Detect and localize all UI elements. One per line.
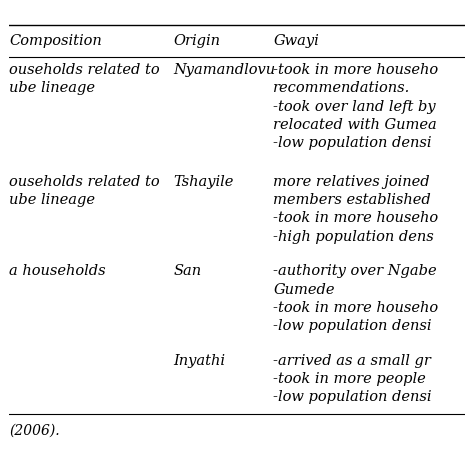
Text: -took in more househo
recommendations.
-took over land left by
relocated with Gu: -took in more househo recommendations. -… — [273, 63, 438, 150]
Text: ouseholds related to
ube lineage: ouseholds related to ube lineage — [9, 174, 160, 207]
Text: Composition: Composition — [9, 34, 102, 48]
Text: Gwayi: Gwayi — [273, 34, 319, 48]
Text: more relatives joined 
members established 
-took in more househo
-high populati: more relatives joined members establishe… — [273, 174, 438, 244]
Text: San: San — [173, 264, 201, 278]
Text: (2006).: (2006). — [9, 423, 60, 437]
Text: ouseholds related to
ube lineage: ouseholds related to ube lineage — [9, 63, 160, 95]
Text: a households: a households — [9, 264, 106, 278]
Text: Origin: Origin — [173, 34, 220, 48]
Text: Nyamandlovu: Nyamandlovu — [173, 63, 275, 77]
Text: Tshayile: Tshayile — [173, 174, 234, 189]
Text: -authority over Ngabe
Gumede
-took in more househo
-low population densi: -authority over Ngabe Gumede -took in mo… — [273, 264, 438, 333]
Text: -arrived as a small gr
-took in more people
-low population densi: -arrived as a small gr -took in more peo… — [273, 354, 432, 404]
Text: Inyathi: Inyathi — [173, 354, 225, 368]
